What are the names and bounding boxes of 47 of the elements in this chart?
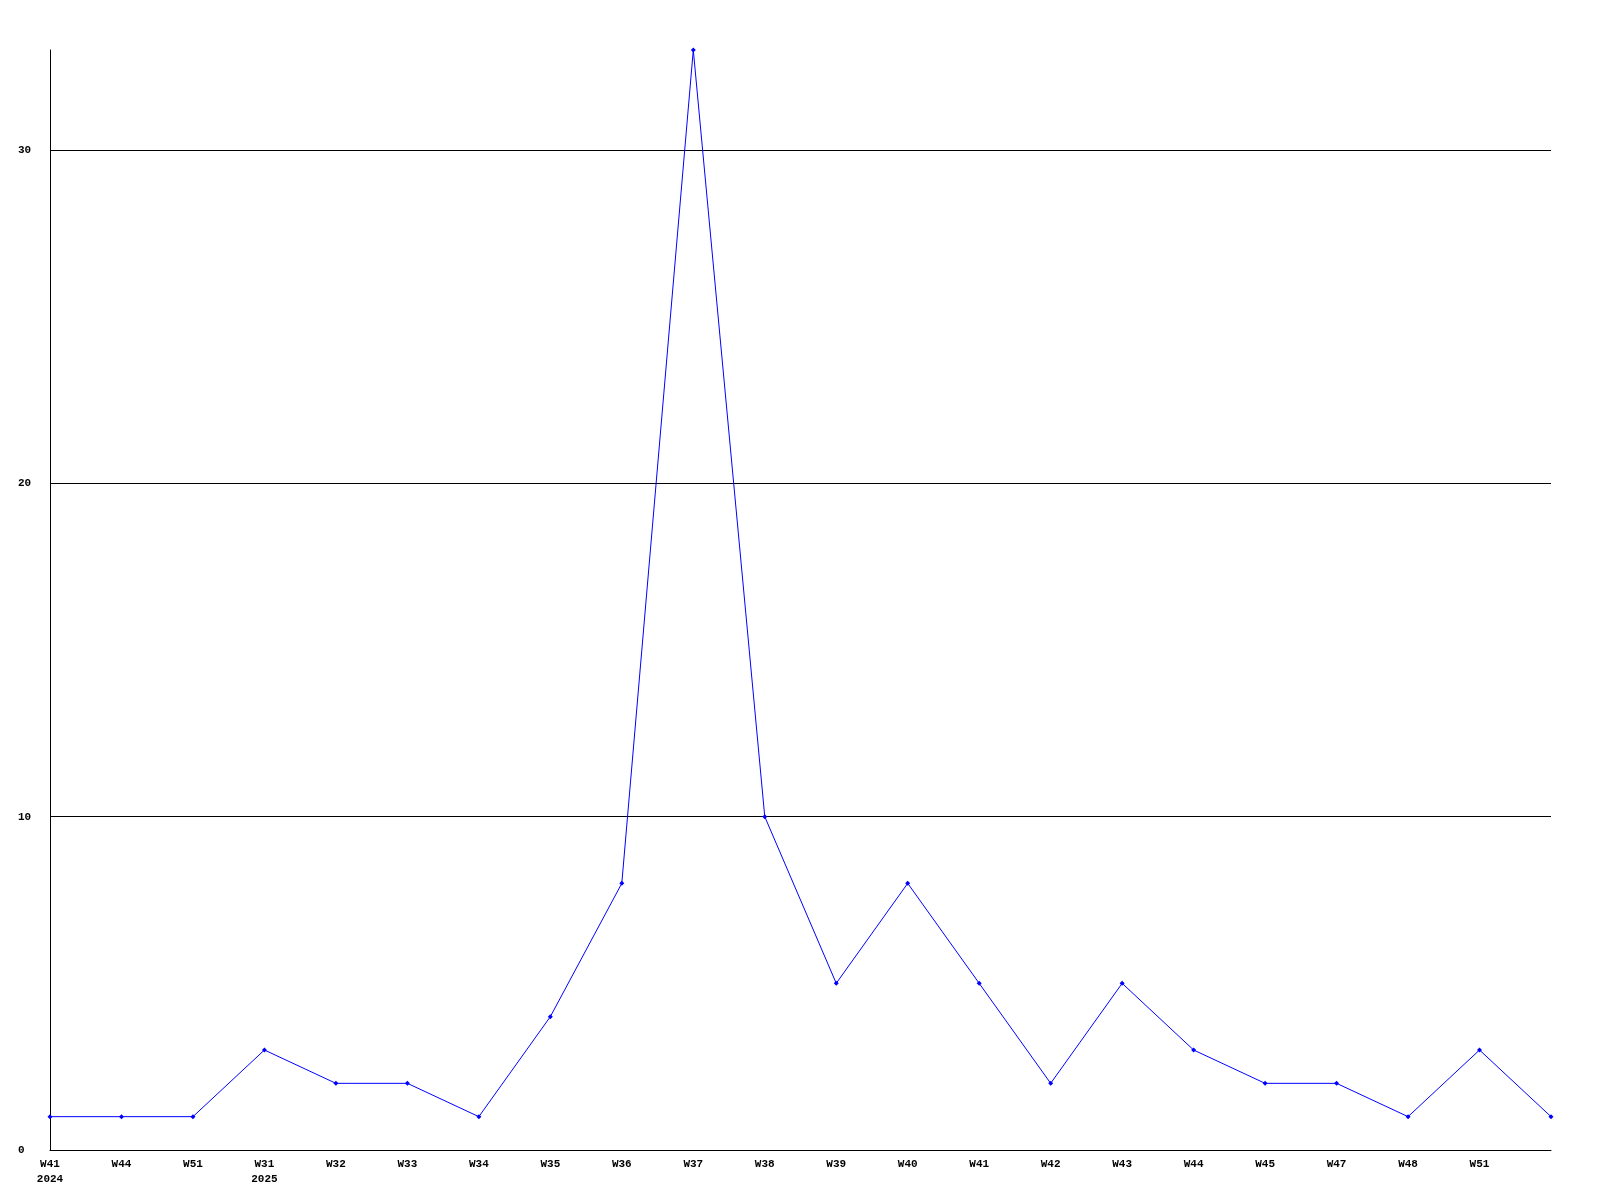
x-tick-label: W51 (1469, 1157, 1490, 1170)
x-tick-label: W51 (183, 1157, 204, 1170)
x-tick-label: W41 (969, 1157, 990, 1170)
point (261, 1047, 267, 1053)
point (762, 814, 768, 820)
x-tick-label: W37 (683, 1157, 704, 1170)
point (190, 1114, 196, 1120)
point (333, 1080, 339, 1086)
point (1191, 1047, 1197, 1053)
x-tick-label: W40 (897, 1157, 918, 1170)
x-tick-label: W35 (540, 1157, 561, 1170)
point (476, 1114, 482, 1120)
x-tick-label: W39 (826, 1157, 847, 1170)
point (1119, 980, 1125, 986)
point (1477, 1047, 1483, 1053)
x-tick-label: W32 (326, 1157, 346, 1170)
x-tick-label: W31 2025 (251, 1157, 279, 1185)
x-tick-label: W45 (1255, 1157, 1276, 1170)
x-tick-label: W34 (468, 1157, 490, 1170)
point (47, 1114, 53, 1120)
x-tick-label: W38 (754, 1157, 776, 1170)
point (833, 980, 839, 986)
x-tick-label: W33 (397, 1157, 418, 1170)
x-tick-label: W42 (1040, 1157, 1061, 1170)
x-tick-label: W36 (611, 1157, 632, 1170)
point (1334, 1080, 1340, 1086)
x-tick-label: W43 (1112, 1157, 1133, 1170)
point (1548, 1114, 1554, 1120)
point (404, 1080, 410, 1086)
x-tick-label: W44 (1183, 1157, 1204, 1170)
point (690, 47, 696, 53)
x-tick-label: W44 (111, 1157, 132, 1170)
y-tick-label: 0 (18, 1144, 25, 1156)
point (1048, 1080, 1054, 1086)
point (118, 1114, 124, 1120)
x-tick-label: W47 (1326, 1157, 1347, 1170)
y-tick-label: 30 (18, 144, 32, 156)
point (905, 880, 911, 886)
y-tick-label: 10 (18, 810, 32, 823)
x-tick-label: W41 2024 (36, 1157, 64, 1185)
point (547, 1014, 553, 1020)
x-tick-label: W48 (1398, 1157, 1419, 1170)
point (619, 880, 625, 886)
point (976, 980, 982, 986)
point (1262, 1080, 1268, 1086)
point (1405, 1114, 1411, 1120)
y-tick-label: 20 (18, 477, 32, 490)
